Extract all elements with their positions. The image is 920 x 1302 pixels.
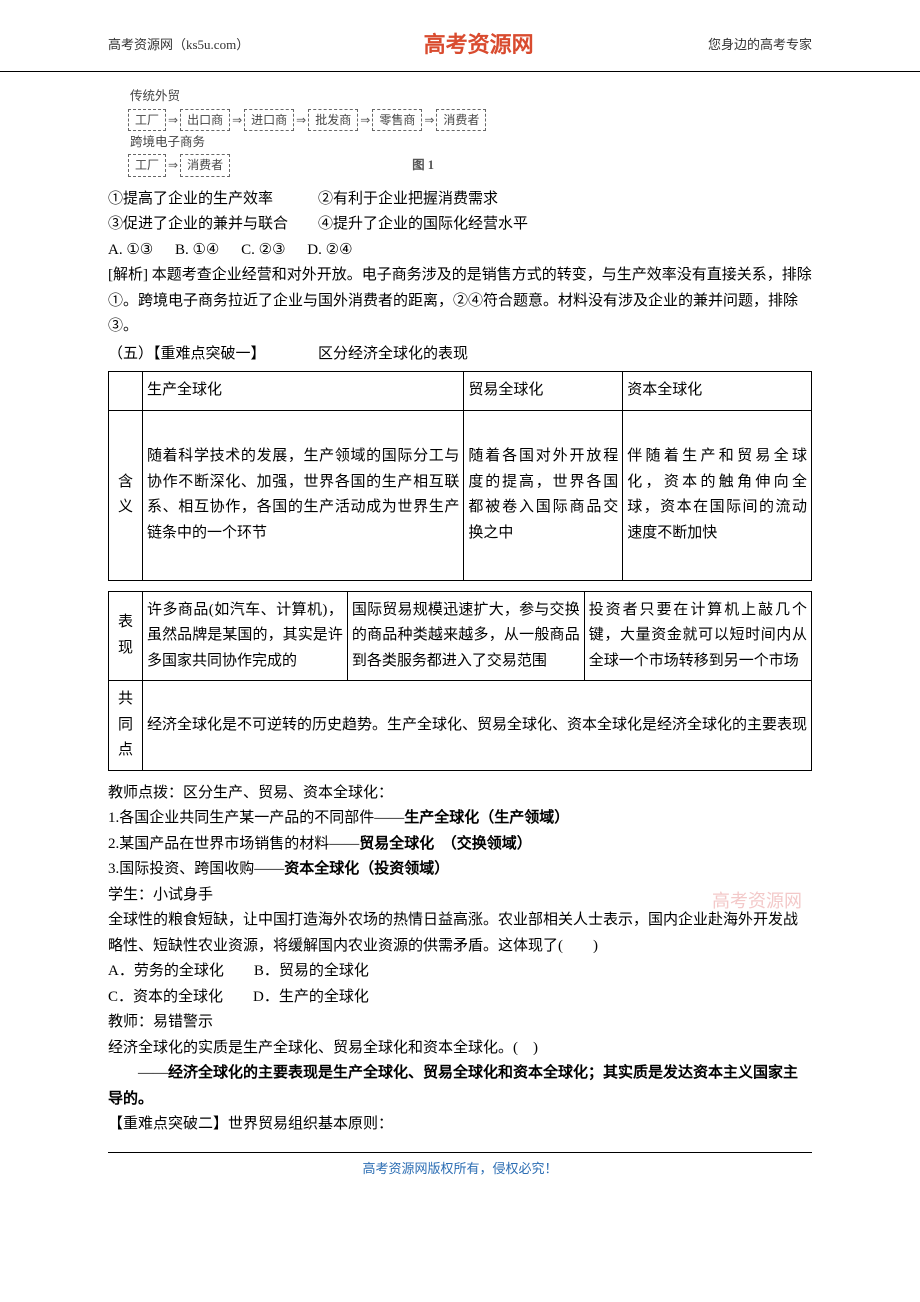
globalization-table: 生产全球化 贸易全球化 资本全球化 含义 随着科学技术的发展，生产领域的国际分工… (108, 371, 812, 581)
q2-option-c: C．资本的全球化 (108, 989, 223, 1005)
diagram-box: 消费者 (436, 109, 486, 131)
q2-options-line2: C．资本的全球化 D．生产的全球化 (108, 985, 812, 1011)
option-b: B. ①④ (175, 242, 219, 258)
diagram-row2-label: 跨境电子商务 (130, 132, 812, 153)
teacher-warn-label: 教师：易错警示 (108, 1010, 812, 1036)
q2-option-d: D．生产的全球化 (253, 989, 369, 1005)
tip1-bold: 生产全球化（生产领域） (404, 810, 569, 826)
arrow-icon: ⇒ (360, 110, 370, 130)
statement-line2: ③促进了企业的兼并与联合 ④提升了企业的国际化经营水平 (108, 212, 812, 238)
header-left: 高考资源网（ks5u.com） (108, 34, 249, 56)
def-capital: 伴随着生产和贸易全球化，资本的触角伸向全球，资本在国际间的流动速度不断加快 (623, 410, 812, 580)
statement-line1: ①提高了企业的生产效率 ②有利于企业把握消费需求 (108, 187, 812, 213)
analysis-text: [解析] 本题考查企业经营和对外开放。电子商务涉及的是销售方式的转变，与生产效率… (108, 263, 812, 340)
col-capital: 资本全球化 (623, 372, 812, 411)
footer-text: 高考资源网版权所有，侵权必究！ (362, 1161, 557, 1176)
option-d: D. ②④ (307, 242, 352, 258)
breakthrough2-title: 【重难点突破二】世界贸易组织基本原则： (108, 1112, 812, 1138)
tip-1: 1.各国企业共同生产某一产品的不同部件——生产全球化（生产领域） (108, 806, 812, 832)
statement-4: ④提升了企业的国际化经营水平 (318, 216, 528, 232)
student-try-label: 学生：小试身手 (108, 883, 812, 909)
page-footer: 高考资源网版权所有，侵权必究！ (108, 1152, 812, 1183)
breakthrough1-title: （五）【重难点突破一】 区分经济全球化的表现 (108, 342, 812, 368)
teacher-tip-intro: 教师点拨：区分生产、贸易、资本全球化： (108, 781, 812, 807)
tip3-pre: 3.国际投资、跨国收购—— (108, 861, 284, 877)
row-common-label: 共同点 (109, 681, 143, 771)
diagram-box: 工厂 (128, 109, 166, 131)
figure-label: 图 1 (412, 155, 434, 176)
col-trade: 贸易全球化 (464, 372, 623, 411)
question-2: 全球性的粮食短缺，让中国打造海外农场的热情日益高涨。农业部相关人士表示，国内企业… (108, 908, 812, 959)
diagram-box: 零售商 (372, 109, 422, 131)
common-point: 经济全球化是不可逆转的历史趋势。生产全球化、贸易全球化、资本全球化是经济全球化的… (143, 681, 812, 771)
diagram-row1-label: 传统外贸 (130, 86, 812, 107)
perf-trade: 国际贸易规模迅速扩大，参与交换的商品种类越来越多，从一般商品到各类服务都进入了交… (347, 591, 584, 681)
page-header: 高考资源网（ks5u.com） 高考资源网 您身边的高考专家 (0, 0, 920, 72)
table-corner (109, 372, 143, 411)
option-a: A. ①③ (108, 242, 153, 258)
tip2-bold: 贸易全球化 （交换领域） (359, 836, 532, 852)
diagram-box: 批发商 (308, 109, 358, 131)
perf-production: 许多商品(如汽车、计算机)，虽然品牌是某国的，其实是许多国家共同协作完成的 (143, 591, 348, 681)
tip1-pre: 1.各国企业共同生产某一产品的不同部件—— (108, 810, 404, 826)
option-c: C. ②③ (241, 242, 285, 258)
statement-2: ②有利于企业把握消费需求 (318, 191, 498, 207)
header-right: 您身边的高考专家 (708, 34, 812, 56)
diagram-box: 工厂 (128, 154, 166, 176)
globalization-table-2: 表现 许多商品(如汽车、计算机)，虽然品牌是某国的，其实是许多国家共同协作完成的… (108, 591, 812, 771)
tf-answer-pre: —— (138, 1065, 168, 1081)
statement-3: ③促进了企业的兼并与联合 (108, 216, 288, 232)
tf-statement: 经济全球化的实质是生产全球化、贸易全球化和资本全球化。( ) (108, 1036, 812, 1062)
diagram-row2: 工厂 ⇒ 消费者 图 1 (128, 154, 812, 176)
arrow-icon: ⇒ (296, 110, 306, 130)
q2-option-b: B．贸易的全球化 (254, 963, 369, 979)
diagram-row1: 工厂 ⇒ 出口商 ⇒ 进口商 ⇒ 批发商 ⇒ 零售商 ⇒ 消费者 (128, 109, 812, 131)
header-center-logo: 高考资源网 (424, 26, 534, 63)
q2-options-line1: A．劳务的全球化 B．贸易的全球化 (108, 959, 812, 985)
tip-3: 3.国际投资、跨国收购——资本全球化（投资领域） (108, 857, 812, 883)
trade-diagram: 传统外贸 工厂 ⇒ 出口商 ⇒ 进口商 ⇒ 批发商 ⇒ 零售商 ⇒ 消费者 跨境… (128, 86, 812, 176)
q2-option-a: A．劳务的全球化 (108, 963, 224, 979)
tip2-pre: 2.某国产品在世界市场销售的材料—— (108, 836, 359, 852)
arrow-icon: ⇒ (232, 110, 242, 130)
diagram-box: 进口商 (244, 109, 294, 131)
tip3-bold: 资本全球化（投资领域） (284, 861, 449, 877)
def-production: 随着科学技术的发展，生产领域的国际分工与协作不断深化、加强，世界各国的生产相互联… (143, 410, 464, 580)
row-definition-label: 含义 (109, 410, 143, 580)
col-production: 生产全球化 (143, 372, 464, 411)
diagram-box: 出口商 (180, 109, 230, 131)
page-content: 传统外贸 工厂 ⇒ 出口商 ⇒ 进口商 ⇒ 批发商 ⇒ 零售商 ⇒ 消费者 跨境… (0, 86, 920, 1137)
perf-capital: 投资者只要在计算机上敲几个键，大量资金就可以短时间内从全球一个市场转移到另一个市… (584, 591, 811, 681)
tf-answer: ——经济全球化的主要表现是生产全球化、贸易全球化和资本全球化；其实质是发达资本主… (108, 1061, 812, 1112)
arrow-icon: ⇒ (168, 155, 178, 175)
def-trade: 随着各国对外开放程度的提高，世界各国都被卷入国际商品交换之中 (464, 410, 623, 580)
diagram-box: 消费者 (180, 154, 230, 176)
tf-answer-bold: 经济全球化的主要表现是生产全球化、贸易全球化和资本全球化；其实质是发达资本主义国… (108, 1065, 798, 1107)
arrow-icon: ⇒ (168, 110, 178, 130)
row-performance-label: 表现 (109, 591, 143, 681)
tip-2: 2.某国产品在世界市场销售的材料——贸易全球化 （交换领域） (108, 832, 812, 858)
arrow-icon: ⇒ (424, 110, 434, 130)
statement-1: ①提高了企业的生产效率 (108, 191, 273, 207)
mc-options: A. ①③ B. ①④ C. ②③ D. ②④ (108, 238, 812, 264)
